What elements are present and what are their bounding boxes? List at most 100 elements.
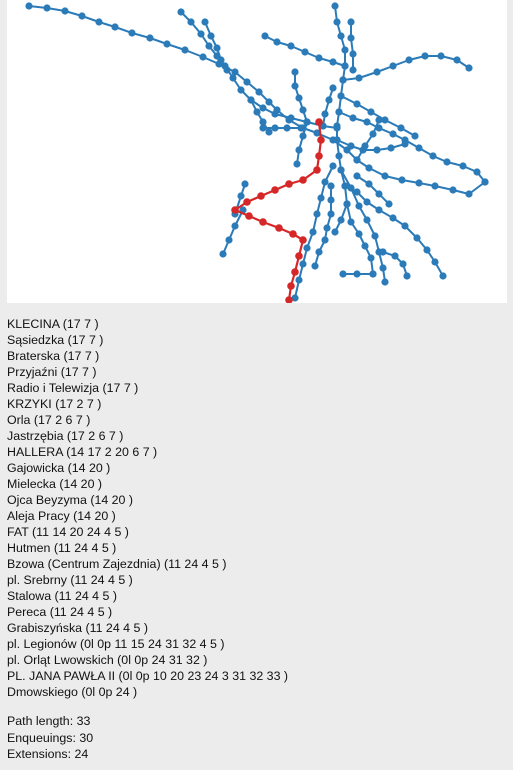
network-node	[299, 106, 307, 114]
network-node	[187, 18, 195, 26]
network-node	[423, 246, 431, 254]
network-node	[315, 54, 323, 62]
network-node	[243, 78, 251, 86]
path-stop: Bzowa (Centrum Zajezdnia) (11 24 4 5 )	[7, 557, 227, 571]
network-node	[453, 56, 461, 64]
network-node	[261, 32, 269, 40]
network-node	[335, 152, 343, 160]
network-node	[259, 104, 267, 112]
network-node	[343, 200, 351, 208]
network-node	[299, 260, 307, 268]
path-stop: pl. Legionów (0l 0p 11 15 24 31 32 4 5 )	[7, 637, 225, 651]
network-node	[237, 192, 245, 200]
path-stop: Braterska (17 7 )	[7, 349, 100, 363]
path-node	[317, 136, 325, 144]
network-node	[369, 270, 377, 278]
extensions-stat: Extensions: 24	[7, 747, 89, 761]
network-edge	[28, 5, 486, 195]
network-node	[273, 38, 281, 46]
network-edge	[382, 251, 408, 277]
network-node	[431, 258, 439, 266]
network-node	[301, 48, 309, 56]
network-node	[361, 242, 369, 250]
network-node	[439, 272, 447, 280]
network-node	[303, 244, 311, 252]
enqueuings-stat: Enqueuings: 30	[7, 730, 94, 745]
network-node	[379, 264, 387, 272]
network-node	[373, 68, 381, 76]
network-edge	[350, 22, 354, 70]
network-node	[197, 30, 205, 38]
path-node	[285, 296, 293, 303]
network-node	[399, 260, 407, 268]
network-node	[371, 232, 379, 240]
network-edge	[322, 87, 334, 127]
path-stop-list: KLECINA (17 7 ) Sąsiedzka (17 7 ) Bratersk…	[7, 316, 507, 700]
network-node	[465, 64, 473, 72]
network-node	[43, 4, 51, 12]
network-node	[363, 216, 371, 224]
network-node	[128, 29, 136, 37]
network-node	[325, 96, 333, 104]
network-node	[225, 236, 233, 244]
network-node	[237, 86, 245, 94]
path-length-stat: Path length: 33	[7, 714, 91, 728]
path-stop: Ojca Beyzyma (14 20 )	[7, 493, 134, 507]
network-node	[375, 190, 383, 198]
network-node	[111, 23, 119, 31]
network-node	[329, 162, 337, 170]
network-node	[355, 202, 363, 210]
network-node	[199, 53, 207, 61]
network-node	[347, 218, 355, 226]
network-node	[347, 34, 355, 42]
network-node	[339, 76, 347, 84]
network-node	[365, 180, 373, 188]
network-node	[353, 270, 361, 278]
network-node	[363, 198, 371, 206]
network-edge	[344, 185, 444, 277]
network-node	[465, 190, 473, 198]
network-node	[78, 12, 86, 20]
network-map	[7, 0, 507, 303]
network-node	[303, 118, 311, 126]
network-node	[247, 96, 255, 104]
network-node	[205, 42, 213, 50]
network-node	[321, 236, 329, 244]
network-node	[287, 114, 295, 122]
network-node	[449, 186, 457, 194]
path-stop: Gajowicka (14 20 )	[7, 461, 111, 475]
network-node	[339, 270, 347, 278]
path-stop: Radio i Telewizja (17 7 )	[7, 381, 139, 395]
network-node	[321, 110, 329, 118]
network-node	[231, 222, 239, 230]
path-node	[243, 198, 251, 206]
network-node	[253, 108, 261, 116]
network-node	[355, 74, 363, 82]
network-node	[429, 152, 437, 160]
network-node	[283, 124, 291, 132]
path-edge	[233, 121, 323, 301]
network-node	[341, 62, 349, 70]
path-stop: PL. JANA PAWŁA II (0l 0p 10 20 23 24 3 3…	[7, 669, 289, 683]
network-node	[323, 224, 331, 232]
network-node	[329, 58, 337, 66]
path-stop: Jastrzębia (17 2 6 7 )	[7, 429, 124, 443]
path-stop: KRZYKI (17 2 7 )	[7, 397, 102, 411]
network-node	[313, 129, 321, 137]
path-stop: Mielecka (14 20 )	[7, 477, 103, 491]
network-node	[421, 52, 429, 60]
network-node	[219, 250, 227, 258]
path-node	[257, 192, 265, 200]
network-node	[353, 156, 361, 164]
network-node	[265, 98, 273, 106]
network-node	[413, 234, 421, 242]
network-node	[391, 252, 399, 260]
network-node	[207, 32, 215, 40]
path-node	[271, 186, 279, 194]
network-edge	[222, 209, 244, 255]
network-node	[373, 146, 381, 154]
network-node	[401, 222, 409, 230]
network-node	[379, 248, 387, 256]
network-node	[311, 262, 319, 270]
network-edge	[356, 119, 380, 161]
